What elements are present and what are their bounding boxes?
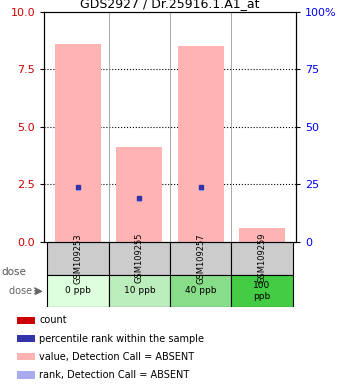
Title: GDS2927 / Dr.25916.1.A1_at: GDS2927 / Dr.25916.1.A1_at — [80, 0, 260, 10]
Bar — [116, 147, 162, 242]
Bar — [17, 335, 35, 342]
Bar — [170, 242, 231, 275]
Bar — [109, 275, 170, 307]
Text: dose ▶: dose ▶ — [9, 286, 43, 296]
Bar — [109, 242, 170, 275]
Text: rank, Detection Call = ABSENT: rank, Detection Call = ABSENT — [39, 370, 190, 380]
Bar — [47, 242, 109, 275]
Text: percentile rank within the sample: percentile rank within the sample — [39, 334, 204, 344]
Text: GSM109257: GSM109257 — [196, 233, 205, 283]
Bar — [170, 275, 231, 307]
Bar — [231, 275, 293, 307]
Text: 100
ppb: 100 ppb — [253, 281, 271, 301]
Bar — [17, 353, 35, 361]
Bar — [239, 228, 285, 242]
Bar — [17, 317, 35, 324]
Bar — [17, 371, 35, 379]
Bar — [231, 242, 293, 275]
Text: 10 ppb: 10 ppb — [123, 286, 155, 295]
Bar — [55, 44, 101, 242]
Text: 0 ppb: 0 ppb — [65, 286, 91, 295]
Bar — [47, 275, 109, 307]
Text: dose: dose — [2, 266, 27, 277]
Text: GSM109253: GSM109253 — [73, 233, 83, 283]
Bar — [178, 46, 224, 242]
Text: count: count — [39, 315, 67, 325]
Text: GSM109255: GSM109255 — [135, 233, 144, 283]
Text: value, Detection Call = ABSENT: value, Detection Call = ABSENT — [39, 352, 194, 362]
Text: GSM109259: GSM109259 — [257, 233, 267, 283]
Text: 40 ppb: 40 ppb — [185, 286, 217, 295]
